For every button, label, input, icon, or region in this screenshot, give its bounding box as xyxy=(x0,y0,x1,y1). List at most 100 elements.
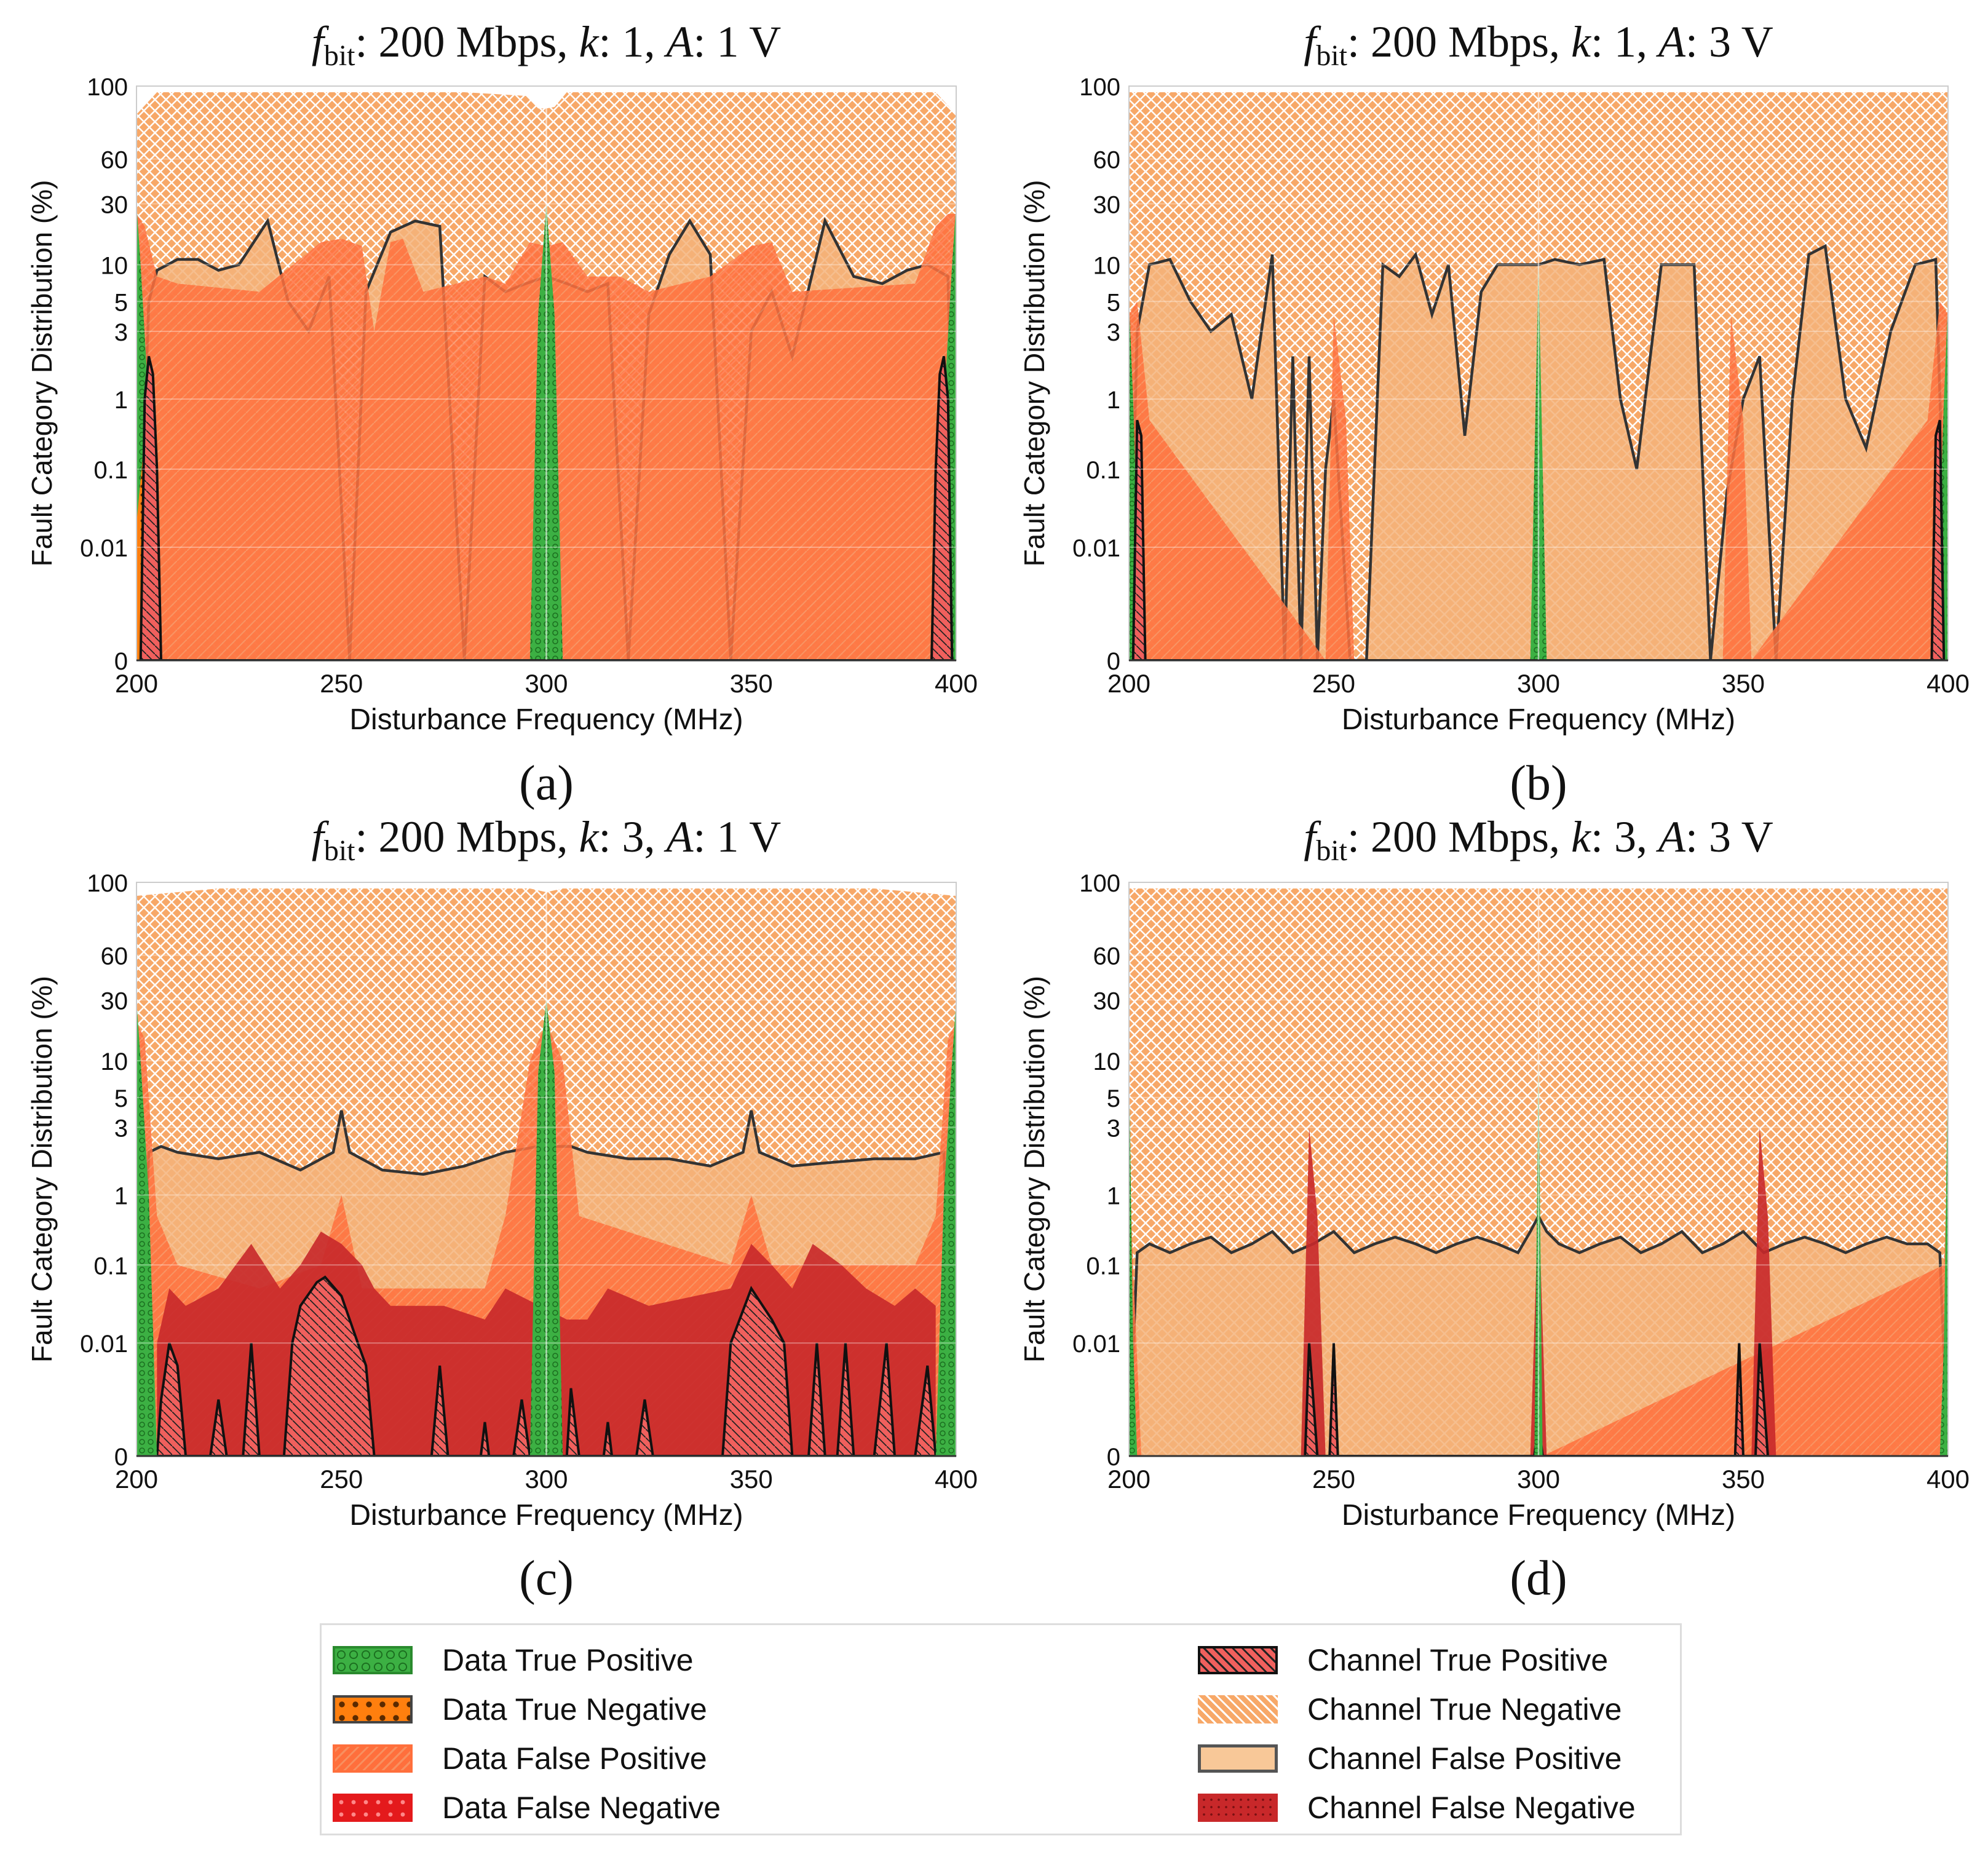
y-tick-label: 100 xyxy=(87,74,128,101)
y-tick-label: 0 xyxy=(1107,648,1120,675)
legend-item: Data False Positive xyxy=(333,1737,707,1780)
y-tick-label: 60 xyxy=(1093,943,1121,970)
x-tick-label: 200 xyxy=(1107,1465,1150,1494)
chart-title: fbit: 200 Mbps, k: 3, A: 3 V xyxy=(1304,812,1773,867)
x-tick-label: 250 xyxy=(1312,669,1355,698)
panel-caption: (a) xyxy=(519,756,574,810)
panel-a: 0 0.01 0.1 1 3 5 10 30 60 100 200 250 300 350 400 Distu… xyxy=(26,17,978,810)
legend-label: Data False Negative xyxy=(442,1791,721,1825)
x-tick-label: 300 xyxy=(1517,1465,1560,1494)
y-tick-label: 100 xyxy=(87,870,128,897)
chart-title: fbit: 200 Mbps, k: 3, A: 1 V xyxy=(312,812,781,867)
y-tick-label: 0.1 xyxy=(1086,457,1120,484)
y-tick-label: 1 xyxy=(114,1182,128,1209)
y-tick-label: 3 xyxy=(1107,319,1120,346)
legend-item: Channel False Negative xyxy=(1198,1786,1636,1829)
legend-label: Channel False Negative xyxy=(1307,1791,1636,1825)
y-axis-label: Fault Category Distribution (%) xyxy=(1018,180,1050,567)
series-channel-true-positive xyxy=(156,1275,937,1456)
y-tick-label: 0 xyxy=(114,648,128,675)
legend-swatch xyxy=(1198,1744,1278,1773)
legend-swatch xyxy=(333,1744,413,1773)
legend-item: Data True Negative xyxy=(333,1688,707,1731)
series-channel-true-positive xyxy=(139,356,954,660)
x-tick-label: 250 xyxy=(320,669,363,698)
series-channel-false-positive-line xyxy=(137,1110,956,1456)
panel-caption: (b) xyxy=(1510,756,1567,810)
legend-label: Data True Positive xyxy=(442,1643,694,1677)
legend-item: Channel False Positive xyxy=(1198,1737,1622,1780)
legend-swatch xyxy=(1198,1695,1278,1723)
y-tick-label: 5 xyxy=(114,1085,128,1112)
y-axis-label: Fault Category Distribution (%) xyxy=(26,180,58,567)
y-tick-label: 0.1 xyxy=(93,1252,128,1280)
y-tick-label: 10 xyxy=(101,252,129,279)
legend-label: Channel True Negative xyxy=(1307,1692,1622,1727)
y-tick-label: 5 xyxy=(114,289,128,316)
legend-item: Data True Positive xyxy=(333,1639,694,1682)
x-axis-label: Disturbance Frequency (MHz) xyxy=(1342,703,1735,736)
legend-item: Data False Negative xyxy=(333,1786,721,1829)
legend-swatch xyxy=(1198,1794,1278,1822)
legend-swatch xyxy=(1198,1646,1278,1674)
x-tick-label: 350 xyxy=(730,669,773,698)
y-tick-label: 5 xyxy=(1107,289,1120,316)
legend: Data True Positive Data True Negative Data… xyxy=(320,1623,1682,1835)
series-channel-false-positive-line xyxy=(1129,243,1948,660)
y-tick-label: 1 xyxy=(1107,387,1120,414)
x-tick-label: 400 xyxy=(1927,1465,1970,1494)
y-tick-label: 100 xyxy=(1079,870,1120,897)
y-tick-label: 0.1 xyxy=(93,457,128,484)
x-tick-label: 200 xyxy=(115,1465,158,1494)
y-tick-label: 30 xyxy=(101,987,129,1015)
panel-b: 0 0.01 0.1 1 3 5 10 30 60 100 200 250 300 350 400 Distu… xyxy=(1018,17,1970,810)
legend-item: Channel True Negative xyxy=(1198,1688,1622,1731)
x-axis-label: Disturbance Frequency (MHz) xyxy=(349,1499,743,1532)
panel-caption: (c) xyxy=(519,1551,574,1605)
x-tick-label: 200 xyxy=(115,669,158,698)
legend-label: Data True Negative xyxy=(442,1692,707,1727)
y-tick-label: 30 xyxy=(101,191,129,218)
y-tick-label: 30 xyxy=(1093,987,1121,1015)
y-axis-label: Fault Category Distribution (%) xyxy=(26,976,58,1363)
chart-title: fbit: 200 Mbps, k: 1, A: 1 V xyxy=(312,17,781,72)
y-tick-label: 0.01 xyxy=(1072,535,1120,562)
x-tick-label: 400 xyxy=(935,1465,978,1494)
x-tick-label: 350 xyxy=(1722,669,1765,698)
series-channel-true-positive xyxy=(1131,419,1946,660)
y-tick-label: 0.01 xyxy=(80,1331,128,1358)
x-axis-label: Disturbance Frequency (MHz) xyxy=(349,703,743,736)
y-tick-label: 60 xyxy=(101,943,129,970)
y-tick-label: 60 xyxy=(101,147,129,174)
x-tick-label: 350 xyxy=(1722,1465,1765,1494)
y-tick-label: 1 xyxy=(114,387,128,414)
series-data-false-positive xyxy=(1129,301,1948,660)
x-axis-label: Disturbance Frequency (MHz) xyxy=(1342,1499,1735,1532)
y-tick-label: 0.1 xyxy=(1086,1252,1120,1280)
y-tick-label: 0 xyxy=(114,1444,128,1471)
x-tick-label: 250 xyxy=(1312,1465,1355,1494)
y-tick-label: 3 xyxy=(114,1115,128,1142)
y-tick-label: 60 xyxy=(1093,147,1121,174)
y-tick-label: 10 xyxy=(101,1048,129,1075)
y-tick-label: 3 xyxy=(114,319,128,346)
panel-c: 0 0.01 0.1 1 3 5 10 30 60 100 200 250 300 350 400 Distu… xyxy=(26,812,978,1605)
y-tick-label: 3 xyxy=(1107,1115,1120,1142)
x-tick-label: 250 xyxy=(320,1465,363,1494)
y-tick-label: 30 xyxy=(1093,191,1121,218)
chart-title: fbit: 200 Mbps, k: 1, A: 3 V xyxy=(1304,17,1773,72)
x-tick-label: 200 xyxy=(1107,669,1150,698)
y-tick-label: 5 xyxy=(1107,1085,1120,1112)
x-tick-label: 300 xyxy=(1517,669,1560,698)
legend-label: Channel True Positive xyxy=(1307,1643,1609,1677)
y-tick-label: 10 xyxy=(1093,1048,1121,1075)
y-axis-label: Fault Category Distribution (%) xyxy=(1018,976,1050,1363)
x-tick-label: 300 xyxy=(525,669,568,698)
panel-d: 0 0.01 0.1 1 3 5 10 30 60 100 200 250 300 350 400 Distu… xyxy=(1018,812,1970,1605)
y-tick-label: 10 xyxy=(1093,252,1121,279)
y-tick-label: 0.01 xyxy=(80,535,128,562)
y-tick-label: 0.01 xyxy=(1072,1331,1120,1358)
legend-item: Channel True Positive xyxy=(1198,1639,1608,1682)
legend-label: Data False Positive xyxy=(442,1741,707,1776)
